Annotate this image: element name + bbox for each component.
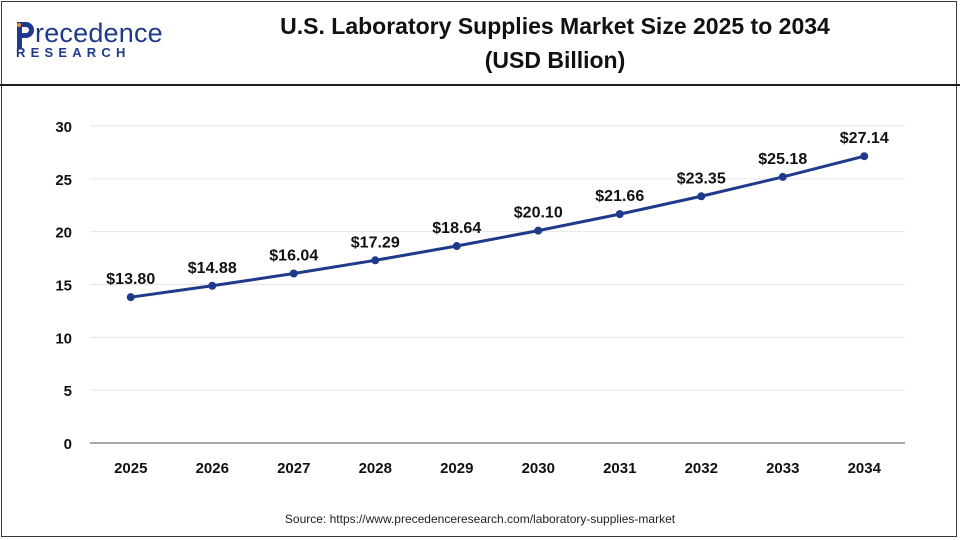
x-tick-label: 2032	[685, 460, 718, 477]
x-tick-label: 2025	[114, 460, 147, 477]
x-tick-label: 2028	[359, 460, 392, 477]
data-label: $17.29	[351, 234, 400, 251]
data-point	[534, 226, 543, 235]
y-tick-label: 0	[64, 436, 72, 453]
y-tick-label: 5	[64, 383, 72, 400]
y-tick-label: 10	[55, 330, 72, 347]
header-divider	[0, 84, 960, 86]
y-tick-label: 20	[55, 225, 72, 242]
data-label: $23.35	[677, 170, 726, 187]
data-point	[371, 256, 380, 265]
source-note: Source: https://www.precedenceresearch.c…	[284, 512, 676, 526]
data-label: $27.14	[840, 130, 889, 147]
chart-title-line2: (USD Billion)	[484, 47, 626, 73]
logo-wordmark: recedence	[35, 18, 163, 48]
data-label: $13.80	[106, 271, 155, 288]
data-point	[615, 210, 624, 219]
data-label: $14.88	[188, 260, 237, 277]
data-label: $20.10	[514, 205, 563, 222]
logo-subtitle: RESEARCH	[16, 45, 131, 60]
data-label: $18.64	[432, 220, 481, 237]
y-tick-label: 25	[55, 172, 72, 189]
data-point	[860, 152, 869, 161]
data-labels: $13.80 $14.88 $16.04 $17.29 $18.64 $20.10 $21.…	[106, 130, 889, 288]
x-tick-label: 2026	[196, 460, 229, 477]
data-point	[126, 293, 135, 302]
data-point	[697, 192, 706, 201]
data-point	[778, 172, 787, 181]
chart-title-line1: U.S. Laboratory Supplies Market Size 202…	[280, 13, 830, 39]
x-tick-label: 2027	[277, 460, 310, 477]
data-label: $21.66	[595, 188, 644, 205]
data-point	[289, 269, 298, 278]
data-point	[452, 242, 461, 251]
x-tick-label: 2033	[766, 460, 799, 477]
header: recedence RESEARCH U.S. Laboratory Suppl…	[0, 0, 960, 85]
logo-p-icon	[17, 22, 34, 48]
logo: recedence RESEARCH	[14, 16, 164, 66]
data-points	[126, 152, 869, 302]
x-tick-label: 2031	[603, 460, 636, 477]
data-point	[208, 281, 217, 290]
chart-title: U.S. Laboratory Supplies Market Size 202…	[190, 9, 920, 77]
x-tick-label: 2029	[440, 460, 473, 477]
y-tick-label: 30	[55, 119, 72, 136]
data-label: $16.04	[269, 248, 318, 265]
x-tick-label: 2034	[848, 460, 882, 477]
series-line-layer	[130, 154, 865, 299]
y-tick-label: 15	[55, 278, 72, 295]
series-line	[130, 154, 865, 299]
gridlines	[90, 125, 905, 391]
data-label: $25.18	[758, 151, 807, 168]
x-tick-label: 2030	[522, 460, 555, 477]
